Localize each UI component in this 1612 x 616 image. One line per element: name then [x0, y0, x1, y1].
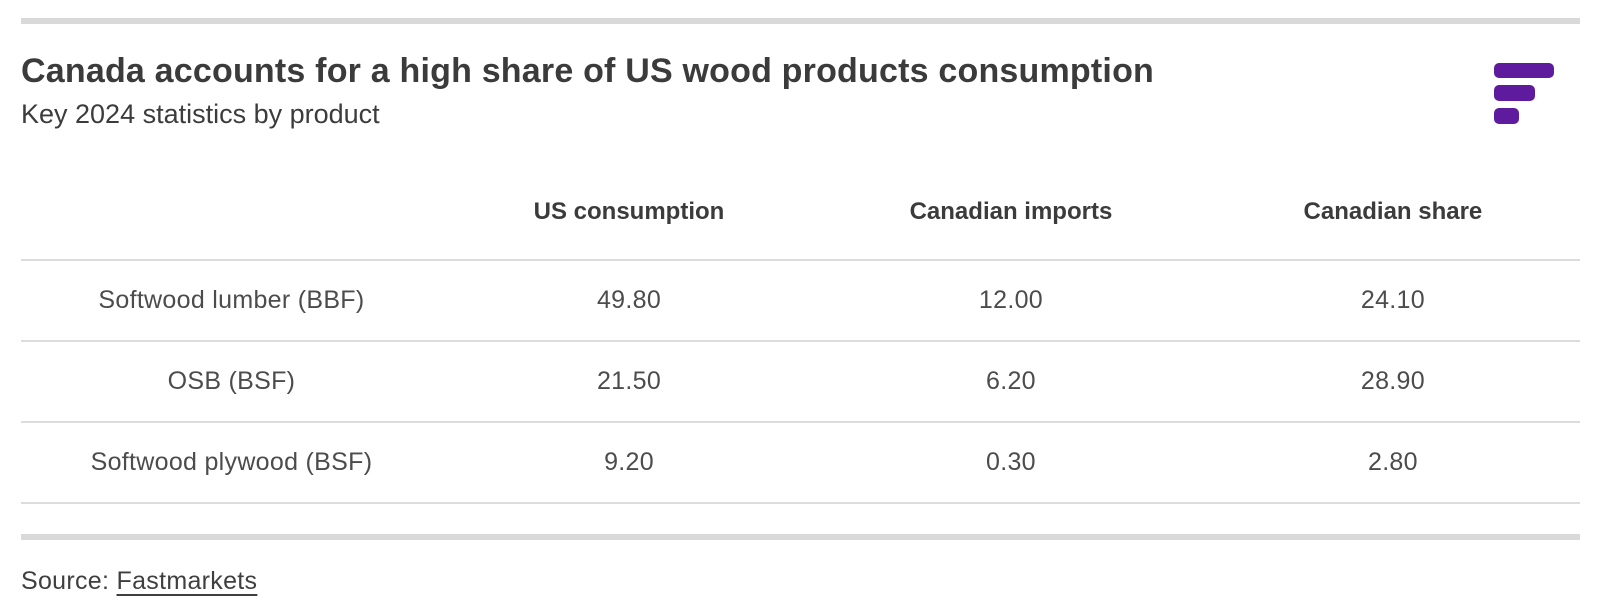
- table-row: OSB (BSF) 21.50 6.20 28.90: [21, 341, 1580, 423]
- data-table: US consumption Canadian imports Canadian…: [21, 131, 1580, 504]
- logo-bar-bottom: [1494, 108, 1519, 124]
- product-label-cell: Softwood plywood (BSF): [21, 422, 442, 504]
- chart-title: Canada accounts for a high share of US w…: [21, 52, 1155, 90]
- table-row: Softwood lumber (BBF) 49.80 12.00 24.10: [21, 260, 1580, 342]
- chart-subtitle: Key 2024 statistics by product: [21, 99, 380, 129]
- value-cell: 0.30: [816, 422, 1206, 504]
- column-header-us-consumption: US consumption: [441, 131, 817, 261]
- value-cell: 12.00: [816, 260, 1206, 342]
- source-link[interactable]: Fastmarkets: [116, 567, 258, 595]
- bottom-rule: [21, 534, 1580, 540]
- source-prefix: Source:: [21, 567, 117, 595]
- logo-bar-middle: [1494, 85, 1535, 101]
- product-label-cell: OSB (BSF): [21, 341, 442, 423]
- logo-bar-top: [1494, 63, 1554, 78]
- table-body: Softwood lumber (BBF) 49.80 12.00 24.10 OSB …: [21, 260, 1580, 504]
- title-block: Canada accounts for a high share of US w…: [21, 51, 1154, 131]
- value-cell: 49.80: [441, 260, 817, 342]
- column-header-canadian-share: Canadian share: [1205, 131, 1580, 261]
- chart-header: Canada accounts for a high share of US w…: [21, 51, 1580, 131]
- value-cell: 21.50: [441, 341, 817, 423]
- product-label-cell: Softwood lumber (BBF): [21, 260, 442, 342]
- value-cell: 24.10: [1205, 260, 1580, 342]
- fastmarkets-logo-icon: [1494, 63, 1554, 124]
- value-cell: 28.90: [1205, 341, 1580, 423]
- column-header-product: [21, 131, 442, 261]
- value-cell: 2.80: [1205, 422, 1580, 504]
- source-line: Source: Fastmarkets: [21, 566, 1580, 596]
- top-rule: [21, 18, 1580, 24]
- table-row: Softwood plywood (BSF) 9.20 0.30 2.80: [21, 422, 1580, 504]
- header-row: US consumption Canadian imports Canadian…: [21, 131, 1580, 261]
- value-cell: 9.20: [441, 422, 817, 504]
- value-cell: 6.20: [816, 341, 1206, 423]
- column-header-canadian-imports: Canadian imports: [816, 131, 1206, 261]
